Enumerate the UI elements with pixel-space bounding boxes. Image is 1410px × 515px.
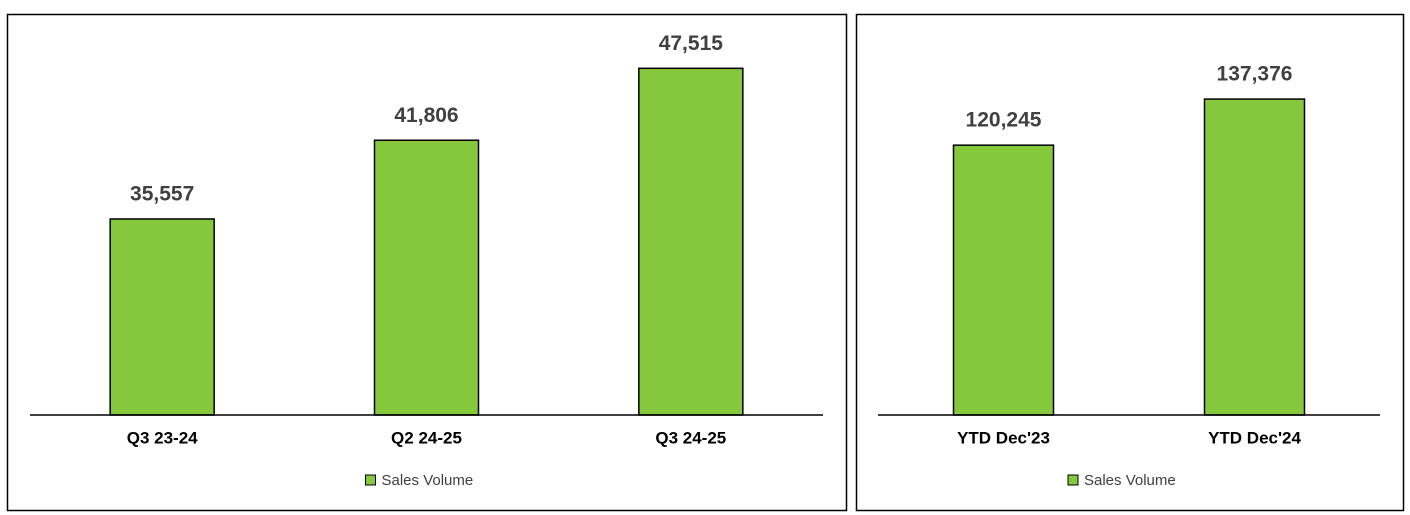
value-label: 137,376 [1217,63,1293,86]
x-tick-label: Q3 23-24 [127,428,198,447]
x-tick-label: YTD Dec'23 [957,428,1050,447]
bar [638,67,744,416]
legend-swatch [1067,474,1079,486]
chart-frame [855,13,1405,512]
legend-swatch [365,474,376,486]
value-label: 35,557 [130,183,194,206]
x-tick-label: Q2 24-25 [391,428,462,447]
bar [373,139,480,416]
bar [1203,98,1306,416]
bar [952,144,1055,416]
value-label: 41,806 [394,104,458,127]
x-tick-label: Q3 24-25 [655,428,726,447]
x-tick-label: YTD Dec'24 [1208,428,1301,447]
bar [109,218,215,416]
legend-label: Sales Volume [382,472,474,489]
legend-label: Sales Volume [1084,472,1176,489]
value-label: 120,245 [966,109,1042,132]
value-label: 47,515 [659,32,724,55]
